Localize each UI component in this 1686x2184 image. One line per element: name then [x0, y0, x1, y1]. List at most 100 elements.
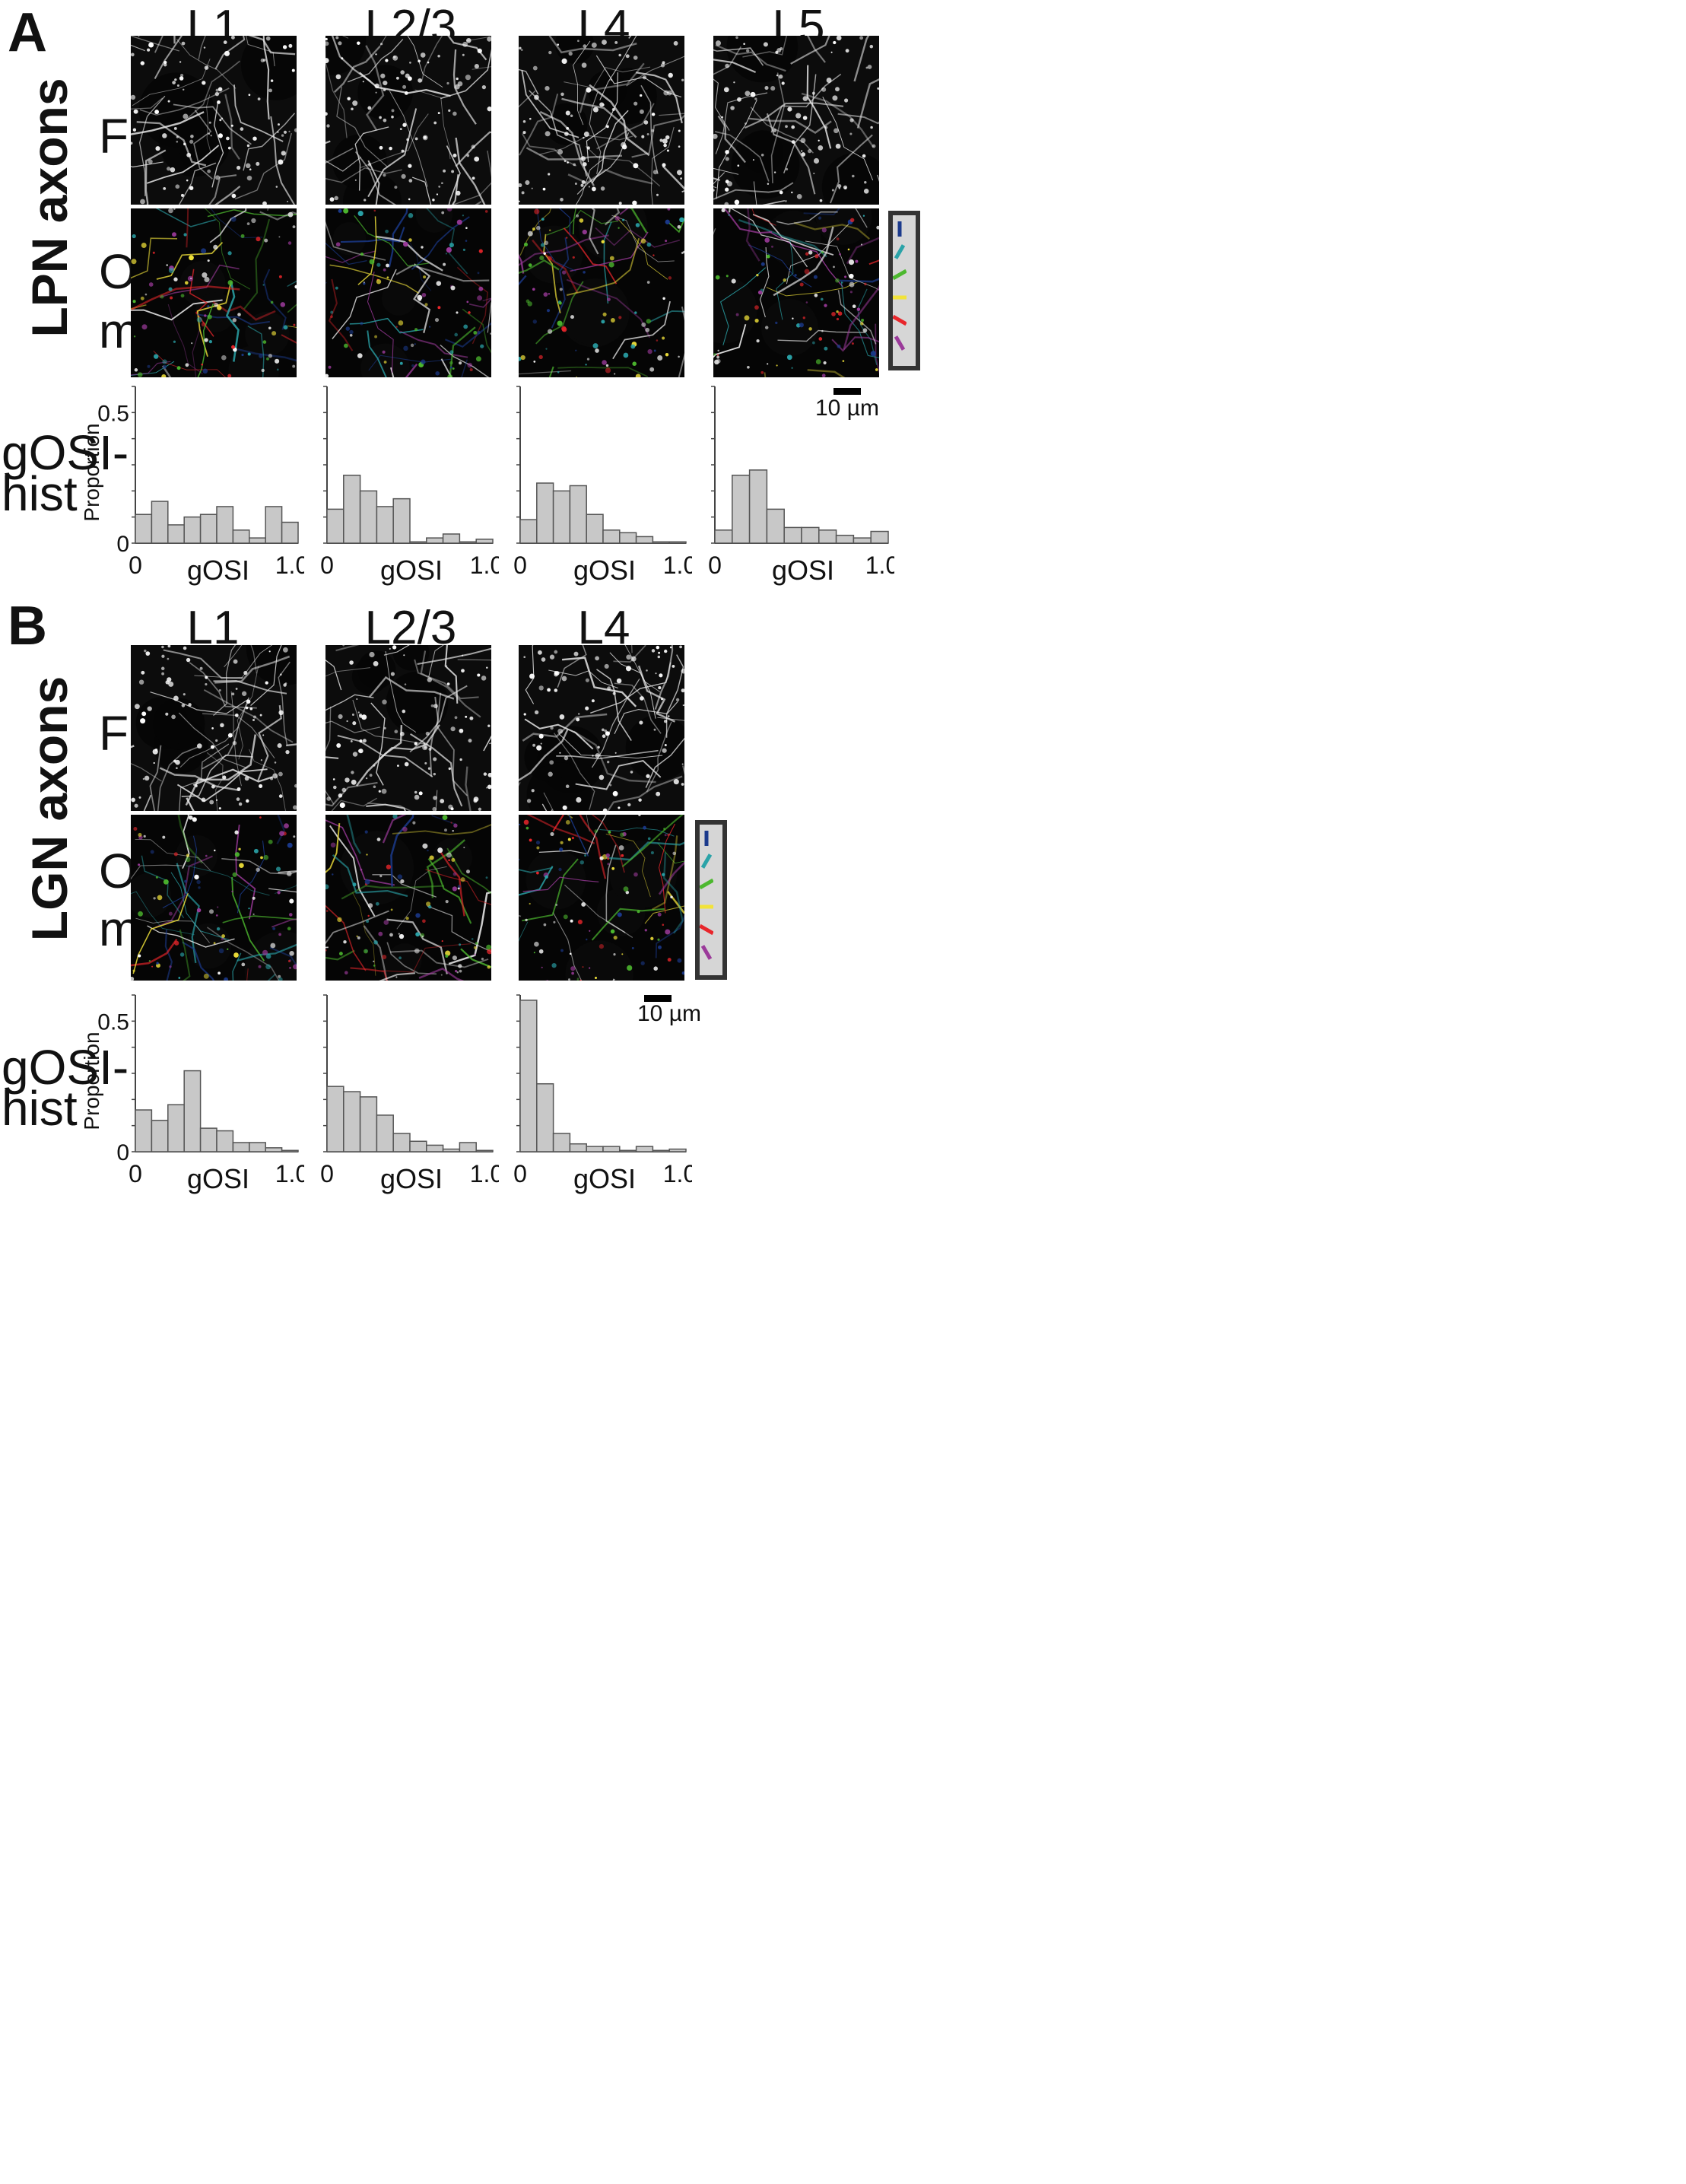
histogram-bar	[766, 508, 785, 544]
histogram-bar	[392, 498, 411, 544]
row-label-hist-b-1: gOSI-	[2, 1040, 129, 1095]
fov-image-b-l4	[519, 645, 684, 811]
histogram-bar	[392, 1133, 411, 1152]
x-axis-label: gOSI	[187, 555, 249, 586]
legend-mark-a-4	[892, 314, 907, 326]
histogram-bar	[265, 1147, 283, 1152]
x-tick-label-0: 0	[129, 552, 142, 579]
legend-mark-a-1	[894, 244, 906, 259]
histogram-bar	[569, 1143, 587, 1152]
orientation-legend-a	[888, 211, 920, 370]
histogram-bar	[409, 1140, 427, 1152]
fov-image-a-l4	[519, 36, 684, 205]
histogram-bar	[281, 1149, 299, 1152]
histogram-bar	[552, 490, 571, 544]
histogram-bar	[442, 533, 461, 544]
legend-mark-a-2	[892, 269, 907, 281]
histogram-bar	[167, 1104, 185, 1152]
histogram-bar	[249, 537, 266, 544]
histogram-bar	[748, 469, 768, 544]
histogram-bar	[783, 526, 802, 544]
histogram-bar	[216, 506, 234, 544]
y-tick-label-0: 0	[116, 1140, 129, 1165]
histogram-bar	[199, 1127, 217, 1152]
histogram-bar	[151, 1120, 169, 1152]
scale-bar-label-a: 10 µm	[815, 396, 879, 421]
y-tick-label-0: 0	[116, 532, 129, 557]
legend-mark-b-4	[699, 924, 714, 936]
histogram-bar	[376, 506, 394, 544]
histogram-bar	[199, 513, 217, 544]
histogram-bar	[326, 508, 345, 544]
histogram-b-l23: 0 1.0 gOSI	[320, 994, 499, 1194]
orimap-image-b-l4	[519, 815, 684, 981]
histogram-bar	[426, 1144, 444, 1152]
x-tick-label-0: 0	[320, 1160, 334, 1187]
histogram-bar	[409, 541, 427, 544]
histogram-bar	[359, 1096, 378, 1152]
row-label-hist-b-2: hist	[2, 1081, 78, 1136]
y-tick-label-0.5: 0.5	[97, 401, 129, 426]
orimap-image-b-l1	[131, 815, 297, 981]
orimap-image-b-l23	[325, 815, 491, 981]
y-axis-label: Proportion	[80, 423, 103, 521]
x-axis-label: gOSI	[573, 555, 636, 586]
histogram-bar	[519, 1000, 538, 1152]
histogram-bar	[668, 1148, 687, 1152]
histogram-bar	[459, 541, 477, 544]
histogram-bar	[232, 529, 250, 544]
scale-bar-a	[833, 388, 861, 395]
x-axis-label: gOSI	[573, 1163, 636, 1194]
histogram-bar	[714, 529, 733, 544]
x-tick-label-1.0: 1.0	[470, 552, 499, 579]
histogram-a-l23: 0 1.0 gOSI	[320, 386, 499, 586]
fov-image-a-l1	[131, 36, 297, 205]
histogram-bar	[835, 534, 855, 544]
histogram-bar	[652, 1149, 670, 1152]
histogram-bar	[475, 539, 494, 544]
histogram-bar	[475, 1149, 494, 1152]
fov-image-a-l5	[713, 36, 879, 205]
histogram-bar	[359, 490, 378, 544]
fov-image-b-l23	[325, 645, 491, 811]
histogram-bar	[167, 524, 185, 544]
histogram-bar	[536, 1082, 554, 1152]
x-tick-label-0: 0	[513, 1160, 527, 1187]
histogram-bar	[801, 526, 820, 544]
histogram-bar	[183, 516, 202, 544]
histogram-bar	[586, 513, 604, 544]
orimap-image-a-l4	[519, 208, 684, 377]
orimap-image-a-l5	[713, 208, 879, 377]
histogram-bar	[249, 1142, 266, 1152]
panel-letter-a: A	[8, 2, 47, 63]
histogram-bar	[442, 1148, 461, 1152]
row-label-hist-a-2: hist	[2, 466, 78, 521]
histogram-bar	[635, 536, 654, 544]
histogram-bar	[552, 1133, 571, 1152]
orimap-image-a-l23	[325, 208, 491, 377]
histogram-bar	[536, 482, 554, 544]
histogram-bar	[818, 529, 837, 544]
histogram-bar	[426, 537, 444, 544]
histogram-bar	[135, 1109, 153, 1152]
orientation-legend-b	[695, 820, 727, 980]
histogram-bar	[183, 1070, 202, 1152]
panel-letter-b: B	[8, 596, 47, 656]
y-axis-label: Proportion	[80, 1032, 103, 1130]
histogram-bar	[652, 541, 670, 544]
fov-image-a-l23	[325, 36, 491, 205]
histogram-bar	[602, 1146, 621, 1152]
histogram-bar	[281, 521, 299, 544]
histogram-bar	[265, 506, 283, 544]
histogram-bar	[343, 474, 361, 544]
x-tick-label-1.0: 1.0	[470, 1160, 499, 1187]
x-tick-label-1.0: 1.0	[275, 1160, 304, 1187]
histogram-bar	[376, 1114, 394, 1152]
side-label-lgn-axons: LGN axons	[21, 676, 78, 942]
histogram-bar	[326, 1086, 345, 1152]
histogram-bar	[569, 485, 587, 544]
histogram-bar	[619, 532, 637, 544]
x-axis-label: gOSI	[380, 555, 443, 586]
y-tick-label-0.5: 0.5	[97, 1009, 129, 1035]
histogram-bar	[343, 1091, 361, 1152]
